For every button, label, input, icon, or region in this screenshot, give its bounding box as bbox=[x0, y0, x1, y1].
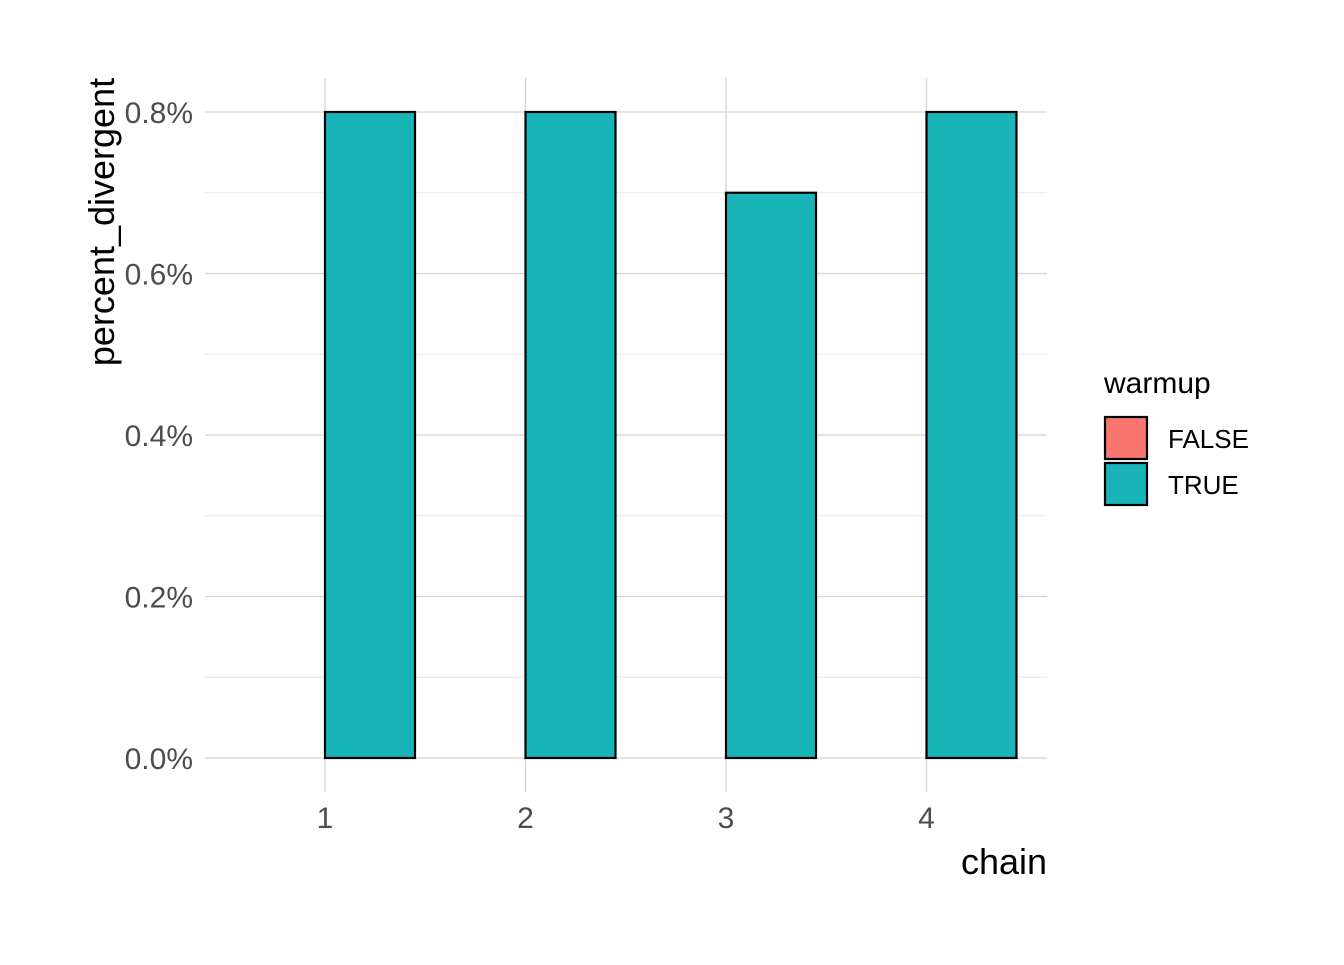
bar-true-chain-1 bbox=[323, 110, 417, 760]
bar-true-chain-4 bbox=[925, 110, 1018, 760]
y-tick-label: 0.2% bbox=[125, 582, 193, 615]
y-axis-title: percent_divergent bbox=[81, 78, 122, 366]
bar-true-chain-3 bbox=[724, 191, 818, 760]
legend: warmup FALSE TRUE bbox=[1103, 367, 1249, 507]
x-tick-label: 2 bbox=[517, 802, 534, 835]
x-axis: 1 2 3 4 bbox=[317, 802, 935, 835]
y-tick-label: 0.4% bbox=[125, 420, 193, 453]
legend-key-true bbox=[1103, 461, 1149, 507]
y-tick-label: 0.6% bbox=[125, 259, 193, 292]
legend-title: warmup bbox=[1103, 367, 1211, 400]
bar-true-chain-2 bbox=[524, 110, 617, 760]
x-tick-label: 1 bbox=[317, 802, 334, 835]
y-axis: 0.0% 0.2% 0.4% 0.6% 0.8% bbox=[125, 97, 193, 776]
y-tick-label: 0.0% bbox=[125, 743, 193, 776]
legend-label-true: TRUE bbox=[1168, 470, 1239, 500]
x-axis-title: chain bbox=[961, 841, 1047, 882]
legend-key-false bbox=[1103, 415, 1149, 461]
x-tick-label: 3 bbox=[718, 802, 735, 835]
legend-label-false: FALSE bbox=[1168, 424, 1249, 454]
y-tick-label: 0.8% bbox=[125, 97, 193, 130]
bars bbox=[323, 110, 1018, 760]
x-tick-label: 4 bbox=[918, 802, 935, 835]
